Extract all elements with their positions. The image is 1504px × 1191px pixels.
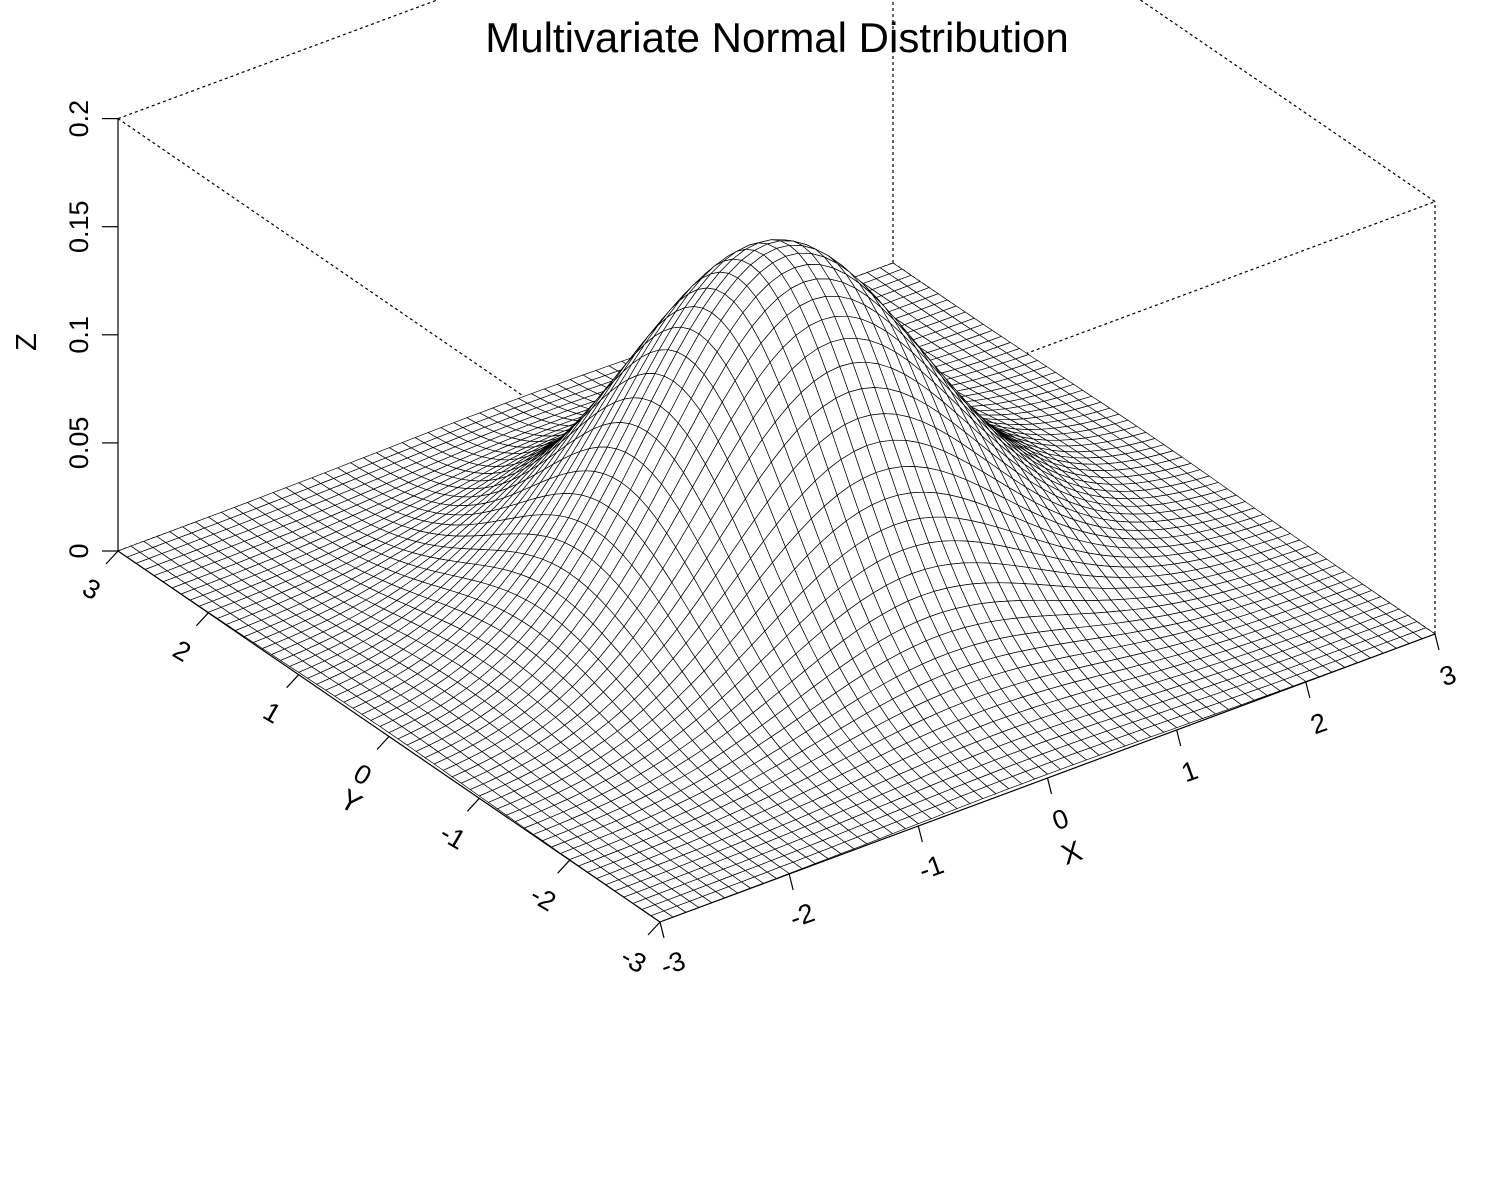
z-tick-label: 0.1	[64, 316, 94, 354]
y-tick-label: 1	[258, 696, 286, 729]
y-tick-mark	[195, 612, 209, 627]
y-tick-label: 2	[168, 634, 196, 667]
x-tick-label: -2	[786, 897, 819, 933]
y-tick-mark	[376, 736, 390, 750]
x-tick-mark	[788, 873, 794, 891]
x-tick-label: 0	[1048, 803, 1072, 836]
z-axis-tick-labels: 0 0.05 0.1 0.15 0.2	[64, 100, 94, 559]
density-surface	[117, 239, 1436, 923]
x-tick-mark	[1046, 777, 1053, 795]
axes	[102, 117, 1440, 939]
z-tick-label: 0.2	[64, 100, 94, 138]
x-tick-label: 3	[1436, 659, 1460, 692]
z-tick-label: 0.15	[64, 200, 94, 253]
y-tick-mark	[105, 550, 119, 565]
x-tick-mark	[917, 825, 923, 843]
x-axis-label: X	[1057, 835, 1086, 872]
y-tick-label: 3	[77, 572, 105, 605]
x-tick-mark	[1176, 729, 1182, 747]
y-tick-mark	[286, 674, 300, 689]
y-tick-mark	[466, 797, 480, 812]
chart-title: Multivariate Normal Distribution	[485, 14, 1069, 61]
y-tick-label: -3	[616, 941, 652, 979]
x-tick-label: -1	[915, 849, 948, 885]
y-tick-mark	[647, 921, 661, 936]
box-edge	[1139, 0, 1436, 203]
x-tick-mark	[1305, 681, 1311, 699]
x-tick-label: -3	[657, 945, 690, 981]
x-tick-label: 1	[1177, 755, 1201, 788]
z-tick-label: 0	[64, 543, 94, 558]
x-tick-label: 2	[1307, 707, 1331, 740]
y-tick-mark	[557, 859, 571, 874]
x-tick-mark	[1434, 633, 1440, 651]
y-tick-label: -2	[525, 879, 561, 917]
x-tick-mark	[659, 921, 665, 939]
z-axis-label: Z	[11, 333, 43, 351]
z-tick-label: 0.05	[64, 417, 94, 470]
y-tick-label: -1	[435, 818, 471, 856]
